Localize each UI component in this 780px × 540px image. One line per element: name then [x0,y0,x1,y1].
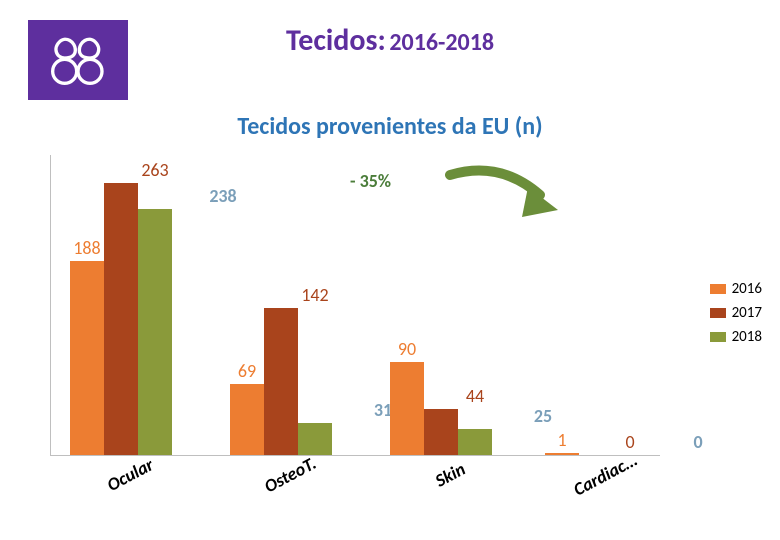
legend-swatch-icon [710,284,726,294]
y-axis [50,155,51,455]
bar: 44 [424,409,458,455]
legend-label: 2017 [732,304,762,322]
legend: 2016 2017 2018 [710,280,762,352]
bar: 142 [264,308,298,455]
subtitle: Tecidos provenientes da EU (n) [0,112,780,141]
bar-value-label: 1 [537,429,587,451]
bar: 69 [230,384,264,455]
bar-value-label: 263 [130,159,180,181]
title-main: Tecidos: [286,22,386,59]
bar-chart: 1882632386914231904425100 OcularOsteoT.S… [50,155,660,455]
legend-item: 2017 [710,304,762,322]
title-years: 2016-2018 [389,28,494,57]
legend-label: 2018 [732,328,762,346]
legend-item: 2018 [710,328,762,346]
main-title: Tecidos: 2016-2018 [0,22,780,59]
bar: 188 [70,261,104,455]
bar-value-label: 25 [518,405,568,427]
legend-item: 2016 [710,280,762,298]
bar: 90 [390,362,424,455]
bar: 263 [104,183,138,455]
bar: 1 [545,453,579,455]
bar-value-label: 44 [450,385,500,407]
bar-value-label: 142 [290,284,340,306]
legend-label: 2016 [732,280,762,298]
bar-value-label: 0 [673,431,723,453]
bar-value-label: 238 [198,185,248,207]
bar: 238 [138,209,172,455]
legend-swatch-icon [710,332,726,342]
bar-value-label: 90 [382,338,432,360]
legend-swatch-icon [710,308,726,318]
